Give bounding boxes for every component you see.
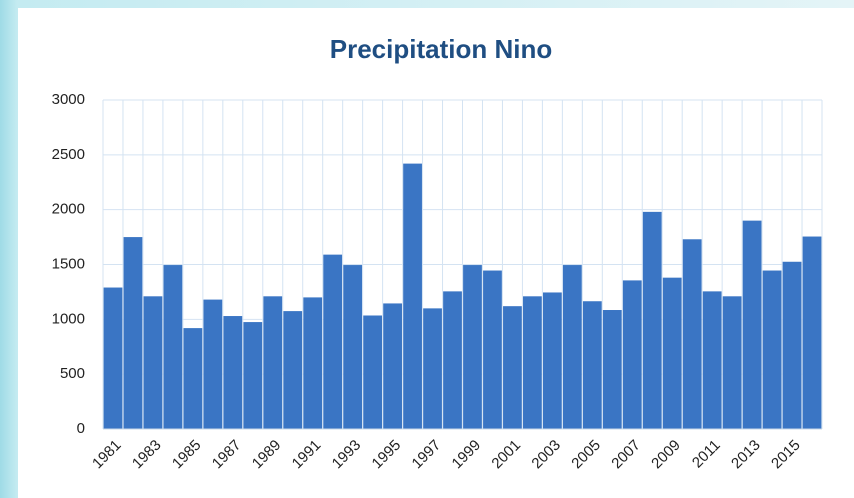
bar: [562, 265, 582, 429]
bar: [722, 296, 742, 429]
bar: [682, 239, 702, 429]
y-tick-label: 1500: [52, 255, 85, 272]
y-tick-label: 2000: [52, 201, 85, 218]
y-tick-label: 500: [60, 365, 85, 382]
bar: [483, 270, 502, 429]
bar: [183, 328, 203, 429]
bar: [323, 254, 343, 429]
bar: [602, 310, 622, 429]
bar: [742, 220, 762, 429]
bar: [782, 261, 802, 429]
bar: [203, 299, 223, 429]
bar: [383, 303, 402, 429]
bar: [642, 211, 662, 429]
bar: [503, 306, 522, 429]
bar: [662, 277, 682, 429]
bar: [243, 322, 263, 429]
bar: [542, 292, 562, 429]
bar: [283, 311, 303, 429]
bar: [143, 296, 163, 429]
bar: [523, 296, 542, 429]
bar: [702, 291, 722, 429]
bar: [263, 296, 283, 429]
bar: [223, 316, 243, 429]
bar: [103, 287, 123, 429]
bar: [123, 237, 143, 429]
bar: [343, 265, 363, 429]
bar: [582, 301, 602, 429]
bar: [163, 265, 183, 429]
bar: [423, 308, 442, 429]
bar: [762, 270, 782, 429]
bar: [363, 315, 383, 429]
y-tick-label: 2500: [52, 146, 85, 163]
y-tick-label: 0: [77, 420, 85, 437]
y-tick-label: 1000: [52, 310, 85, 327]
bar: [303, 297, 323, 429]
y-tick-label: 3000: [52, 91, 85, 108]
chart-title: Precipitation Nino: [330, 34, 552, 64]
bar: [443, 291, 462, 429]
bar: [802, 236, 822, 429]
bar: [403, 163, 422, 429]
bar: [463, 265, 482, 429]
bar: [622, 280, 642, 429]
